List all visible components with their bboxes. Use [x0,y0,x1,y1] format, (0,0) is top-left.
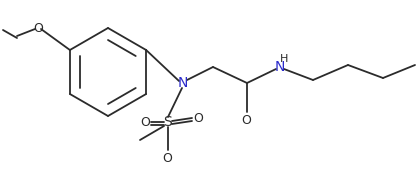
Text: O: O [193,112,203,125]
Text: H: H [280,54,288,64]
Text: O: O [241,115,251,128]
Text: S: S [164,115,172,129]
Text: N: N [275,60,285,74]
Text: O: O [162,153,172,166]
Text: N: N [178,76,188,90]
Text: O: O [33,21,43,34]
Text: O: O [140,116,150,129]
